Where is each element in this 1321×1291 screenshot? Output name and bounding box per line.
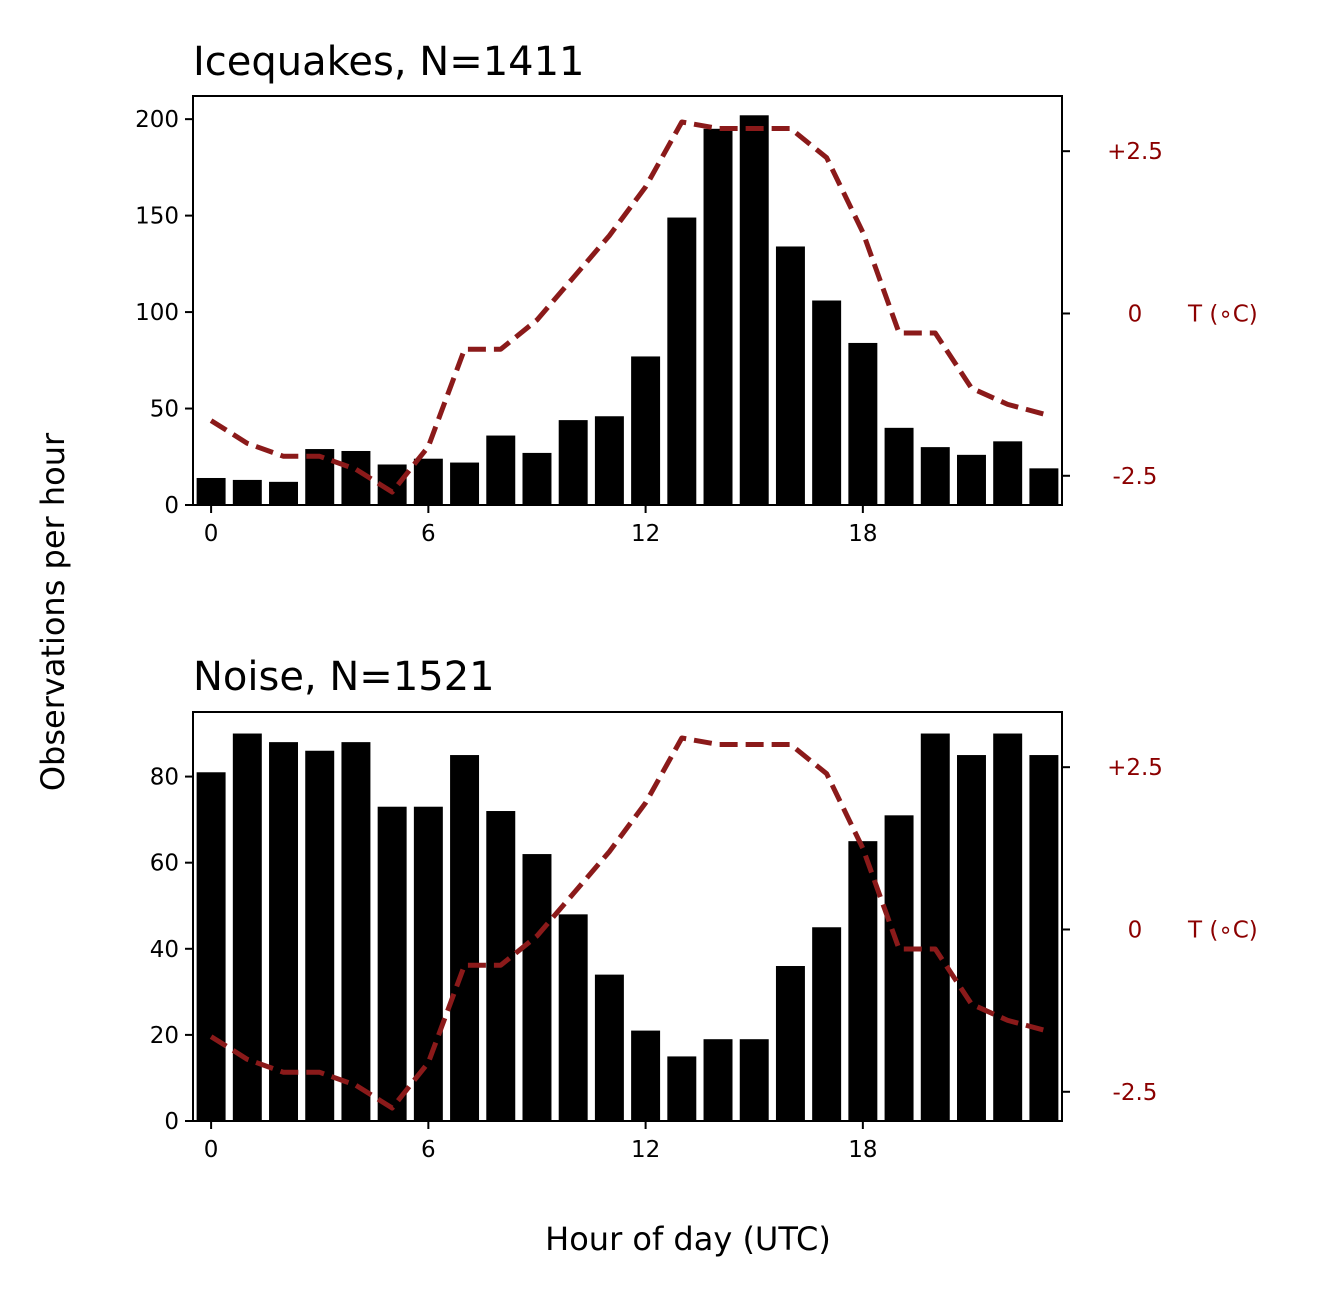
bar [341,742,371,1121]
bar [993,733,1023,1121]
bar [196,477,226,505]
bar [486,435,516,505]
bar [920,733,950,1121]
bar [703,1039,733,1121]
y-axis-label: Observations per hour [34,432,72,791]
temp-tick-label: +2.5 [1107,755,1163,781]
y-tick-label: 0 [164,493,179,519]
temp-tick-label: -2.5 [1113,464,1158,490]
bar [956,755,986,1121]
bar [812,927,842,1121]
y-tick-label: 40 [150,937,179,963]
bar [196,772,226,1121]
bar [594,974,624,1121]
bar [269,742,299,1121]
x-tick-label: 0 [204,1137,219,1163]
x-tick-label: 18 [848,1137,877,1163]
y-tick-label: 60 [150,851,179,877]
y-tick-label: 150 [135,204,179,230]
chart-title: Icequakes, N=1411 [193,39,585,85]
temp-tick-label: -2.5 [1113,1080,1158,1106]
bar [450,755,480,1121]
bar [269,481,299,505]
temperature-axis-label: T (∘C) [1187,917,1258,943]
bar [232,479,262,505]
bar [884,427,914,505]
bar [775,246,805,505]
x-tick-label: 18 [848,521,877,547]
plot-frame [192,95,1063,506]
bar [884,815,914,1121]
bar [631,356,661,505]
bar [703,128,733,505]
y-tick-label: 200 [135,107,179,133]
plot-frame [192,711,1063,1122]
temperature-axis-label: T (∘C) [1187,301,1258,327]
bar [739,1039,769,1121]
x-tick-label: 12 [631,1137,660,1163]
bar [450,462,480,505]
y-tick-label: 20 [150,1023,179,1049]
bar [522,854,552,1121]
bar [667,1056,697,1121]
bar [305,750,335,1121]
temp-tick-label: +2.5 [1107,139,1163,165]
bar [956,454,986,505]
temperature-line [209,735,1045,1111]
bar [920,447,950,505]
bar [1029,755,1059,1121]
y-tick-label: 100 [135,300,179,326]
bar [594,416,624,505]
x-axis-label: Hour of day (UTC) [545,1220,831,1258]
x-tick-label: 0 [204,521,219,547]
chart-title: Noise, N=1521 [193,654,495,700]
bar [631,1030,661,1121]
bar [848,841,878,1121]
icequakes-panel: Icequakes, N=1411 0 50 100 150 200 0 6 12 18 -2.5 0… [135,39,1258,547]
bar [667,217,697,505]
x-tick-label: 6 [421,521,436,547]
bar [993,441,1023,505]
bar [775,966,805,1121]
bar [377,806,407,1121]
bar [848,342,878,505]
bar [558,420,588,505]
temp-tick-label: 0 [1128,301,1143,327]
x-tick-label: 12 [631,521,660,547]
bar [1029,468,1059,505]
noise-panel: Noise, N=1521 0 20 40 60 80 0 6 12 18 -2.5 0 +2.5 T (… [150,654,1258,1163]
x-tick-label: 6 [421,1137,436,1163]
y-tick-label: 50 [150,397,179,423]
bar [812,300,842,505]
bar [413,458,443,505]
bar [558,914,588,1121]
y-tick-label: 80 [150,765,179,791]
bar [413,806,443,1121]
temp-tick-label: 0 [1128,917,1143,943]
y-tick-label: 0 [164,1109,179,1135]
bar [739,115,769,505]
bar [522,452,552,505]
temperature-line [209,119,1045,495]
